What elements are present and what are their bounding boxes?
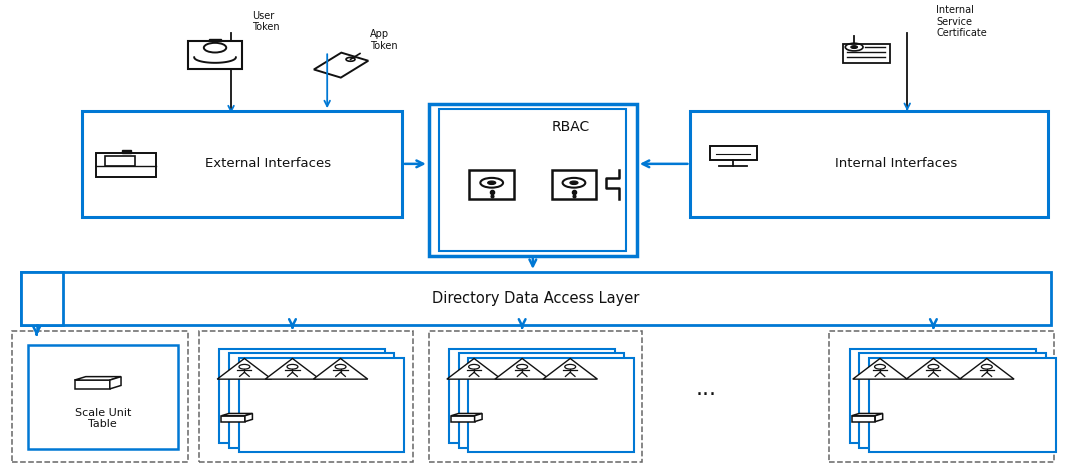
- FancyBboxPatch shape: [20, 272, 63, 324]
- Text: Scale Unit 1: Scale Unit 1: [265, 430, 332, 440]
- Polygon shape: [474, 413, 482, 422]
- Polygon shape: [451, 413, 482, 416]
- FancyBboxPatch shape: [199, 331, 412, 462]
- Circle shape: [346, 57, 355, 61]
- Text: Tenant: Tenant: [921, 404, 946, 412]
- Text: Scale Unit
Table: Scale Unit Table: [75, 408, 131, 430]
- Text: Tenant: Tenant: [328, 404, 353, 412]
- Text: Tenant: Tenant: [868, 404, 893, 412]
- Polygon shape: [266, 358, 320, 379]
- FancyBboxPatch shape: [449, 350, 615, 444]
- Text: External Interfaces: External Interfaces: [206, 158, 332, 171]
- Polygon shape: [217, 358, 272, 379]
- FancyBboxPatch shape: [209, 39, 221, 41]
- Polygon shape: [314, 358, 367, 379]
- Polygon shape: [222, 413, 253, 416]
- Text: User
Token: User Token: [253, 11, 280, 32]
- FancyBboxPatch shape: [96, 153, 156, 177]
- Text: Tenant: Tenant: [462, 404, 487, 412]
- FancyBboxPatch shape: [849, 350, 1037, 444]
- Polygon shape: [110, 377, 121, 389]
- Text: ...: ...: [696, 379, 716, 399]
- FancyBboxPatch shape: [81, 111, 402, 217]
- FancyBboxPatch shape: [439, 109, 627, 251]
- Polygon shape: [960, 358, 1014, 379]
- Polygon shape: [451, 416, 474, 422]
- Polygon shape: [851, 416, 875, 422]
- FancyBboxPatch shape: [122, 151, 131, 153]
- Text: Tenant: Tenant: [280, 404, 305, 412]
- FancyBboxPatch shape: [229, 354, 394, 448]
- Text: Scale Unit 2: Scale Unit 2: [495, 430, 561, 440]
- Text: RBAC: RBAC: [552, 120, 590, 134]
- Polygon shape: [75, 380, 110, 389]
- FancyBboxPatch shape: [469, 170, 514, 199]
- FancyBboxPatch shape: [691, 111, 1049, 217]
- Polygon shape: [851, 413, 883, 416]
- FancyBboxPatch shape: [428, 331, 643, 462]
- Polygon shape: [875, 413, 883, 422]
- Circle shape: [850, 46, 858, 48]
- FancyBboxPatch shape: [709, 146, 757, 160]
- Circle shape: [570, 181, 578, 185]
- Text: Internal
Service
Certificate: Internal Service Certificate: [936, 5, 986, 38]
- Polygon shape: [75, 377, 121, 380]
- Text: Tenant: Tenant: [557, 404, 583, 412]
- Polygon shape: [495, 358, 549, 379]
- Polygon shape: [906, 358, 961, 379]
- FancyBboxPatch shape: [220, 350, 384, 444]
- Text: Tenant: Tenant: [974, 404, 999, 412]
- FancyBboxPatch shape: [843, 44, 890, 62]
- Text: Tenant: Tenant: [231, 404, 257, 412]
- FancyBboxPatch shape: [428, 104, 637, 256]
- FancyBboxPatch shape: [239, 357, 404, 452]
- Polygon shape: [222, 416, 245, 422]
- Polygon shape: [543, 358, 598, 379]
- Text: Internal Interfaces: Internal Interfaces: [835, 158, 957, 171]
- FancyBboxPatch shape: [458, 354, 624, 448]
- Text: App
Token: App Token: [369, 29, 397, 51]
- FancyBboxPatch shape: [20, 272, 1052, 324]
- Circle shape: [487, 181, 496, 185]
- Polygon shape: [245, 413, 253, 422]
- FancyBboxPatch shape: [859, 354, 1046, 448]
- Text: Directory Data Access Layer: Directory Data Access Layer: [432, 291, 639, 306]
- FancyBboxPatch shape: [468, 357, 634, 452]
- Polygon shape: [194, 57, 236, 63]
- FancyBboxPatch shape: [829, 331, 1054, 462]
- Text: Tenant: Tenant: [510, 404, 534, 412]
- FancyBboxPatch shape: [869, 357, 1056, 452]
- Polygon shape: [447, 358, 501, 379]
- FancyBboxPatch shape: [552, 170, 597, 199]
- FancyBboxPatch shape: [187, 41, 242, 69]
- FancyBboxPatch shape: [28, 345, 178, 449]
- Polygon shape: [853, 358, 907, 379]
- FancyBboxPatch shape: [12, 331, 188, 462]
- FancyBboxPatch shape: [105, 156, 135, 166]
- Text: Scale Unit n: Scale Unit n: [903, 430, 969, 440]
